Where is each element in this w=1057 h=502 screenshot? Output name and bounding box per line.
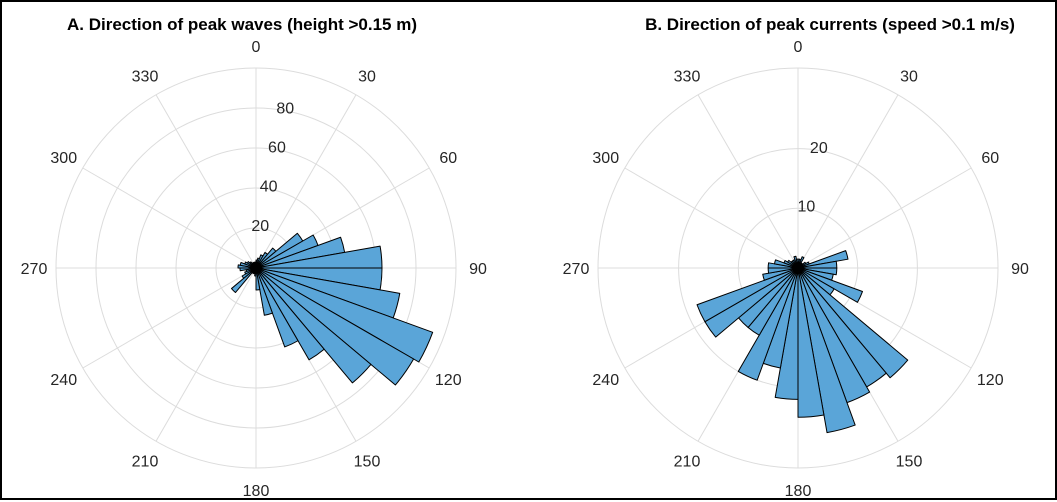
bar-165 (255, 267, 273, 316)
radial-tick-label: 60 (268, 140, 286, 157)
angle-tick-label: 270 (21, 261, 48, 278)
angle-tick-label: 30 (900, 69, 918, 86)
angle-tick-label: 210 (132, 453, 159, 470)
angle-tick-label: 90 (1011, 261, 1029, 278)
grid-spoke (624, 167, 799, 269)
angle-tick-label: 30 (358, 69, 376, 86)
angle-tick-label: 330 (132, 69, 159, 86)
angle-tick-label: 120 (977, 372, 1004, 389)
bar-145 (255, 267, 325, 361)
radial-tick-labels: 20 40 60 80 (251, 100, 294, 234)
angle-tick-label: 240 (592, 372, 619, 389)
grid-spoke (255, 94, 357, 269)
angle-tick-label: 60 (981, 150, 999, 167)
grid-spoke (82, 267, 257, 369)
angle-tick-label: 270 (563, 261, 590, 278)
angle-tick-labels: 0 30 60 90 120 150 180 210 240 270 300 330 (563, 39, 1029, 500)
grid-spoke (797, 167, 972, 269)
angle-tick-label: 210 (674, 453, 701, 470)
bar-125 (255, 267, 415, 386)
angle-tick-label: 90 (469, 261, 487, 278)
bar-355 (795, 258, 799, 269)
grid-spoke (797, 94, 899, 269)
bar-225 (230, 267, 257, 294)
bar-355 (254, 261, 257, 269)
bar-75 (797, 250, 849, 269)
radial-tick-label: 10 (798, 199, 816, 216)
radial-tick-labels: 10 20 (798, 140, 828, 215)
angle-tick-label: 120 (435, 372, 462, 389)
panel-currents: 10 20 0 30 60 90 120 150 180 210 240 270 300 330 B. Di… (563, 15, 1029, 500)
bar-175 (797, 267, 825, 418)
grid-spoke (697, 94, 799, 269)
radial-tick-label: 40 (260, 179, 278, 196)
bar-175 (255, 267, 261, 291)
grid-spoke (82, 167, 257, 269)
angle-tick-label: 300 (592, 150, 619, 167)
radial-tick-label: 20 (251, 218, 269, 235)
angle-tick-label: 60 (439, 150, 457, 167)
chart-title-currents: B. Direction of peak currents (speed >0.… (645, 15, 1015, 34)
radial-tick-label: 80 (276, 100, 294, 117)
angle-tick-label: 240 (50, 372, 77, 389)
bar-115 (797, 267, 864, 303)
angle-tick-labels: 0 30 60 90 120 150 180 210 240 270 300 330 (21, 39, 487, 500)
angle-tick-label: 180 (785, 483, 812, 500)
bar-245 (696, 267, 799, 323)
panel-waves: 20 40 60 80 0 30 60 90 120 150 180 210 240 270 300 330 A… (21, 15, 487, 500)
angle-tick-label: 300 (50, 150, 77, 167)
bars (230, 232, 434, 386)
angle-tick-label: 150 (896, 453, 923, 470)
bar-135 (797, 267, 909, 379)
angle-tick-label: 150 (354, 453, 381, 470)
grid-spoke (155, 94, 257, 269)
bar-165 (797, 267, 856, 434)
angle-tick-label: 0 (252, 39, 261, 56)
bar-155 (255, 267, 299, 348)
bar-255 (762, 267, 799, 281)
chart-title-waves: A. Direction of peak waves (height >0.15… (67, 15, 417, 34)
bars (696, 250, 909, 434)
angle-tick-label: 330 (674, 69, 701, 86)
angle-tick-label: 0 (794, 39, 803, 56)
angle-tick-label: 180 (243, 483, 270, 500)
radial-tick-label: 20 (810, 140, 828, 157)
bar-135 (255, 267, 372, 384)
grid-spoke (155, 267, 257, 442)
bar-115 (255, 267, 434, 363)
bar-205 (737, 267, 799, 381)
